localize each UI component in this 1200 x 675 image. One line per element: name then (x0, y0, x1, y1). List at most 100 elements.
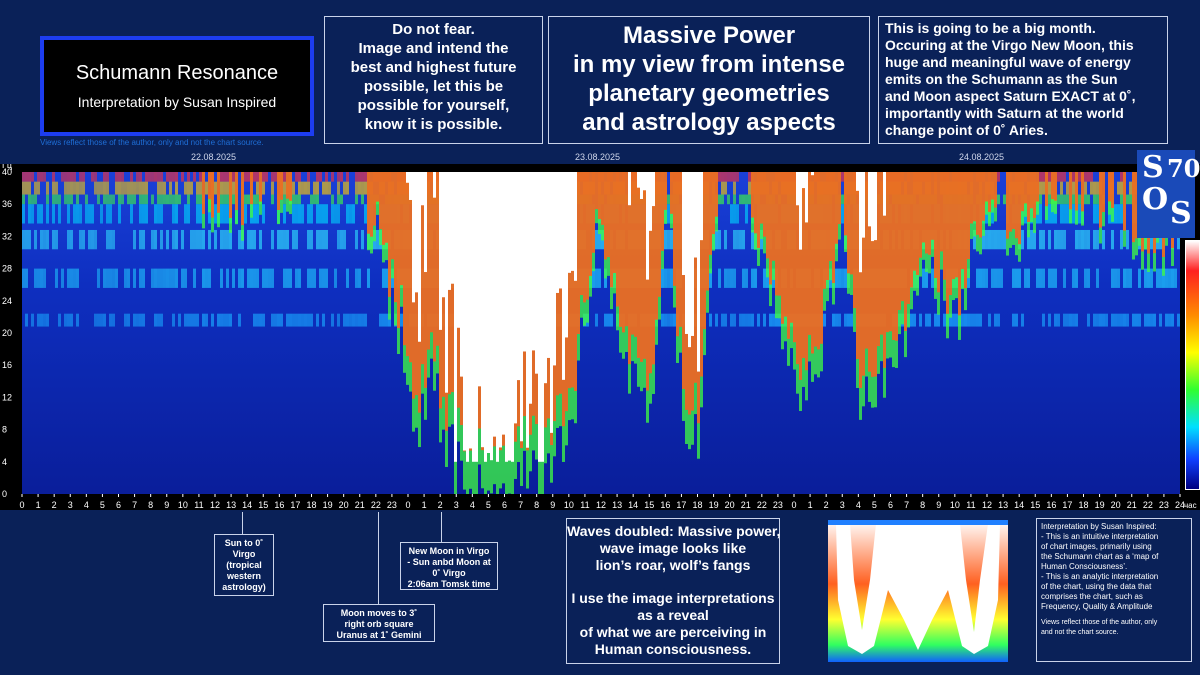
heatmap-column (760, 172, 763, 250)
heatmap-red (964, 172, 967, 289)
heatmap-band (1066, 313, 1069, 327)
heatmap-band (1039, 204, 1042, 224)
heatmap-band (925, 313, 928, 327)
heatmap-column (931, 172, 934, 288)
heatmap-band (187, 204, 190, 224)
heatmap-column (94, 172, 97, 327)
heatmap-column (136, 172, 139, 327)
heatmap-column (844, 172, 847, 327)
heatmap-column (1030, 172, 1033, 250)
heatmap-band (40, 313, 43, 327)
heatmap-band (1102, 313, 1105, 327)
heatmap-band (187, 194, 190, 205)
heatmap-band (1057, 172, 1060, 182)
heatmap-red (898, 172, 901, 311)
waves-line: Human consciousness. (594, 641, 752, 657)
annotation-line: 2:06am Tomsk time (407, 579, 491, 589)
heatmap-white (478, 172, 481, 387)
heatmap-band (709, 313, 712, 327)
heatmap-band (763, 268, 766, 288)
heatmap-column (142, 181, 145, 327)
x-tick-label: 13 (226, 500, 236, 510)
heatmap-column (433, 172, 436, 391)
heatmap-band (1027, 229, 1030, 250)
heatmap-band (1090, 181, 1093, 195)
x-tick-label: 2 (438, 500, 443, 510)
heatmap-column (58, 194, 61, 327)
heatmap-band (349, 204, 352, 224)
heatmap-red (661, 172, 664, 251)
heatmap-red (1033, 172, 1036, 218)
heatmap-band (1039, 181, 1042, 195)
heatmap-column (223, 172, 226, 327)
heatmap-white (499, 172, 502, 448)
heatmap-band (106, 204, 109, 224)
heatmap-column (898, 172, 901, 335)
heatmap-band (73, 181, 76, 195)
x-tick-label: 9 (164, 500, 169, 510)
heatmap-band (598, 268, 601, 288)
heatmap-column (649, 172, 652, 404)
heatmap-band (259, 313, 262, 327)
heatmap-column (604, 172, 607, 327)
heatmap-column (1051, 172, 1054, 288)
heatmap-band (40, 229, 43, 250)
heatmap-band (832, 313, 835, 327)
heatmap-band (328, 181, 331, 195)
heatmap-red (886, 172, 889, 333)
heatmap-red (235, 172, 238, 211)
heatmap-band (265, 268, 268, 288)
heatmap-column (37, 172, 40, 327)
heatmap-column (961, 172, 964, 327)
logo-letter: O (1142, 182, 1169, 217)
heatmap-band (58, 204, 61, 224)
heatmap-band (22, 204, 25, 224)
heatmap-white (514, 172, 517, 424)
heatmap-band (73, 172, 76, 182)
heatmap-column (82, 172, 85, 250)
heatmap-red (868, 172, 871, 372)
heatmap-band (1057, 229, 1060, 250)
heatmap-band (130, 172, 133, 182)
heatmap-band (1084, 229, 1087, 250)
heatmap-red (379, 172, 382, 230)
heatmap-band (133, 181, 136, 195)
heatmap-column (544, 172, 547, 464)
heatmap-column (1102, 172, 1105, 327)
heatmap-column (778, 172, 781, 327)
heatmap-column (556, 172, 559, 428)
heatmap-column (817, 172, 820, 378)
heatmap-band (100, 204, 103, 224)
heatmap-band (1159, 268, 1162, 288)
heatmap-column (430, 172, 433, 359)
heatmap-band (1171, 313, 1174, 327)
heatmap-band (355, 229, 358, 250)
heatmap-column (187, 172, 190, 327)
heatmap-column (1096, 181, 1099, 327)
heatmap-red (775, 172, 778, 296)
annotation-line: Sun to 0˚ (224, 538, 264, 548)
heatmap-band (316, 194, 319, 205)
heatmap-red (1030, 172, 1033, 209)
heatmap-column (301, 181, 304, 327)
heatmap-column (1081, 172, 1084, 250)
date-label: 23.08.2025 (575, 152, 621, 162)
annotation-line: astrology) (222, 582, 266, 592)
heatmap-band (124, 313, 127, 327)
heatmap-band (223, 204, 226, 224)
heatmap-red (796, 172, 799, 365)
heatmap-white (562, 172, 565, 380)
heatmap-red (622, 172, 625, 333)
heatmap-band (1114, 268, 1117, 288)
heatmap-column (922, 172, 925, 288)
heatmap-band (1066, 194, 1069, 205)
heatmap-band (727, 194, 730, 205)
heatmap-band (352, 313, 355, 327)
y-tick-label: 40 (2, 167, 12, 177)
heatmap-band (181, 268, 184, 288)
heatmap-white (505, 172, 508, 462)
x-tick-label: 19 (1095, 500, 1105, 510)
heatmap-band (262, 313, 265, 327)
heatmap-band (226, 204, 229, 224)
